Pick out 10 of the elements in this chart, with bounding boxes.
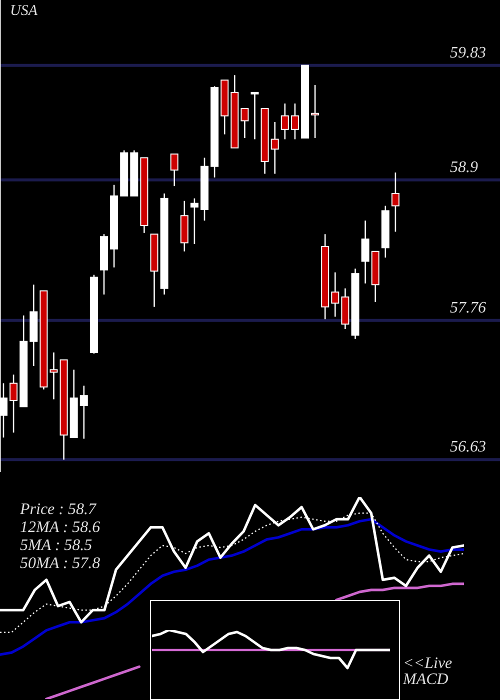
y-tick-label: 59.83 [450,44,486,62]
chart-title: USA [10,3,38,20]
annotation: <<Live MACD [403,655,453,688]
annotation: Price : 58.7 [20,501,98,518]
annotation: 50MA : 57.8 [20,555,102,572]
annotation: 5MA : 58.5 [20,537,94,554]
y-tick-label: 58.9 [450,158,478,176]
y-tick-label: 57.76 [450,299,486,316]
annotation: 12MA : 58.6 [20,519,102,536]
y-tick-label: 56.63 [450,438,486,456]
